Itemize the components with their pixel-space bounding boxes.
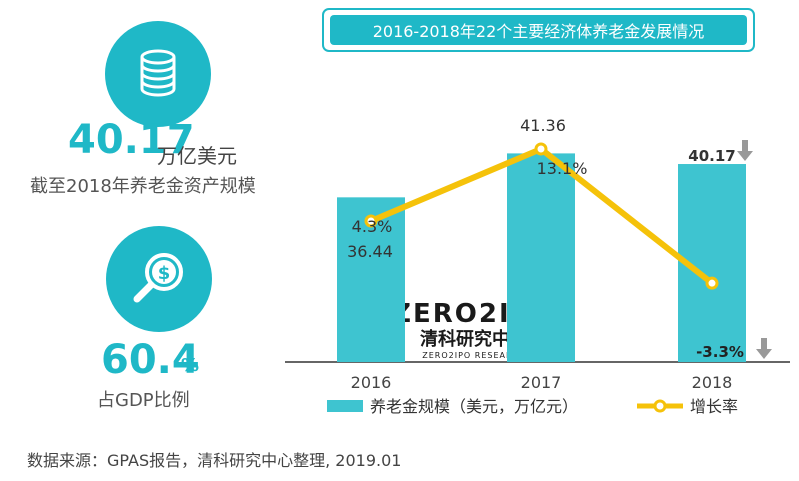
asset-size-label: 截至2018年养老金资产规模 xyxy=(30,176,256,197)
data-source: 数据来源：GPAS报告，清科研究中心整理, 2019.01 xyxy=(27,451,402,470)
coins-icon xyxy=(140,49,176,97)
growth-decline-arrow-icon xyxy=(756,338,772,359)
x-tick-2016: 2016 xyxy=(351,373,392,392)
bar-decline-arrow-icon xyxy=(737,140,753,161)
chart-title: 2016-2018年22个主要经济体养老金发展情况 xyxy=(330,15,747,45)
chart-title-box: 2016-2018年22个主要经济体养老金发展情况 xyxy=(322,8,755,52)
growth-point-2017 xyxy=(534,142,548,156)
bar-value-label-2018: 40.17 xyxy=(688,147,735,165)
growth-label-2016: 4.3% xyxy=(352,217,393,236)
legend-bar-label: 养老金规模（美元，万亿元） xyxy=(370,397,578,416)
coins-icon-circle xyxy=(105,21,211,127)
watermark-en: ZERO2IPO RESEARCH xyxy=(422,351,525,360)
growth-label-2017: 13.1% xyxy=(537,159,588,178)
legend-line-marker xyxy=(653,399,667,413)
asset-size-unit: 万亿美元 xyxy=(157,144,237,168)
magnifier-dollar-icon: $ xyxy=(133,253,183,303)
bar-2017 xyxy=(507,153,575,362)
watermark-cn: 清科研究中心 xyxy=(420,328,528,350)
growth-point-2018 xyxy=(705,276,719,290)
bar-value-label-2016: 36.44 xyxy=(347,242,393,261)
magnifier-icon-circle: $ xyxy=(106,226,212,332)
legend-bar-swatch xyxy=(327,400,363,412)
x-tick-2017: 2017 xyxy=(521,373,562,392)
gdp-ratio-value: 60.4 xyxy=(101,337,200,383)
bar-value-label-2017: 41.36 xyxy=(520,116,566,135)
gdp-ratio-label: 占GDP比例 xyxy=(97,390,190,411)
x-tick-2018: 2018 xyxy=(692,373,733,392)
gdp-ratio-unit: % xyxy=(181,355,200,376)
svg-text:$: $ xyxy=(158,263,171,284)
growth-point-2016 xyxy=(364,214,378,228)
growth-label-2018: -3.3% xyxy=(696,343,744,361)
asset-size-value: 40.17 xyxy=(68,117,195,163)
chart: ZERO2IPO 清科研究中心 ZERO2IPO RESEARCH 36.444… xyxy=(285,116,790,416)
legend-line-label: 增长率 xyxy=(690,397,738,416)
